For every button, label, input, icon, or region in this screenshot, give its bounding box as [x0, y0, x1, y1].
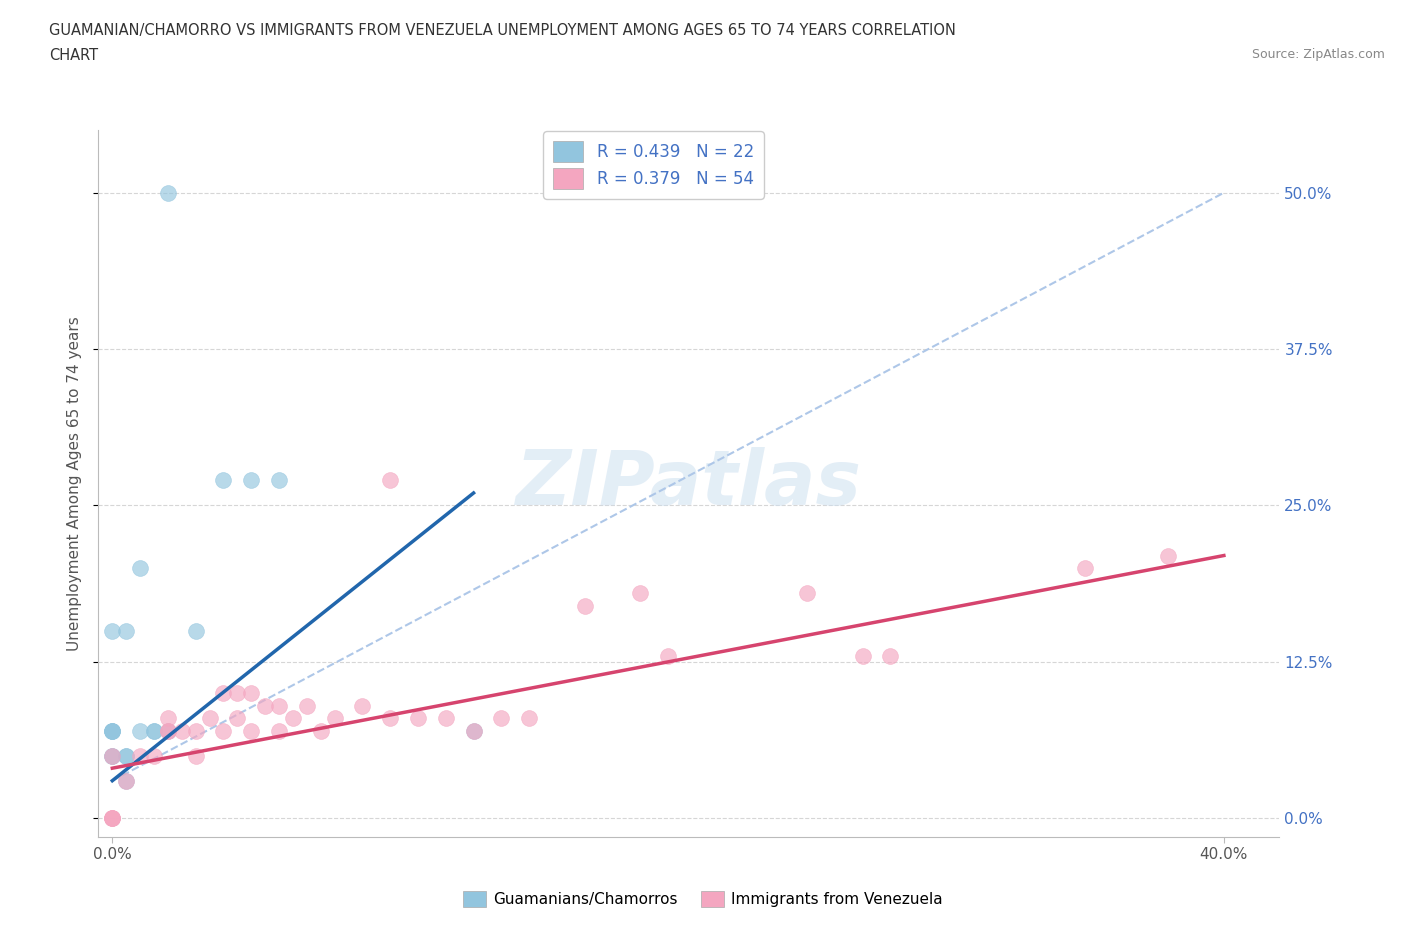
- Point: [129, 724, 152, 738]
- Point: [463, 724, 485, 738]
- Point: [101, 724, 124, 738]
- Legend: R = 0.439   N = 22, R = 0.379   N = 54: R = 0.439 N = 22, R = 0.379 N = 54: [543, 131, 763, 199]
- Point: [101, 749, 124, 764]
- Point: [143, 749, 166, 764]
- Point: [156, 711, 179, 725]
- Text: GUAMANIAN/CHAMORRO VS IMMIGRANTS FROM VENEZUELA UNEMPLOYMENT AMONG AGES 65 TO 74: GUAMANIAN/CHAMORRO VS IMMIGRANTS FROM VE…: [49, 23, 956, 38]
- Point: [212, 473, 235, 488]
- Point: [184, 724, 207, 738]
- Point: [879, 648, 901, 663]
- Point: [254, 698, 277, 713]
- Point: [143, 724, 166, 738]
- Point: [156, 185, 179, 200]
- Point: [115, 749, 138, 764]
- Y-axis label: Unemployment Among Ages 65 to 74 years: Unemployment Among Ages 65 to 74 years: [67, 316, 83, 651]
- Point: [406, 711, 429, 725]
- Point: [240, 724, 263, 738]
- Point: [156, 724, 179, 738]
- Point: [115, 749, 138, 764]
- Point: [267, 698, 290, 713]
- Point: [184, 749, 207, 764]
- Text: Source: ZipAtlas.com: Source: ZipAtlas.com: [1251, 48, 1385, 61]
- Point: [574, 598, 596, 613]
- Point: [796, 586, 818, 601]
- Legend: Guamanians/Chamorros, Immigrants from Venezuela: Guamanians/Chamorros, Immigrants from Ve…: [457, 884, 949, 913]
- Point: [115, 623, 138, 638]
- Point: [491, 711, 513, 725]
- Point: [184, 623, 207, 638]
- Point: [101, 623, 124, 638]
- Point: [226, 685, 249, 700]
- Point: [115, 773, 138, 788]
- Point: [101, 811, 124, 826]
- Point: [295, 698, 318, 713]
- Point: [267, 473, 290, 488]
- Point: [852, 648, 875, 663]
- Point: [1157, 548, 1180, 563]
- Point: [101, 724, 124, 738]
- Point: [156, 724, 179, 738]
- Point: [240, 685, 263, 700]
- Point: [129, 749, 152, 764]
- Point: [380, 473, 402, 488]
- Point: [212, 724, 235, 738]
- Point: [628, 586, 651, 601]
- Point: [101, 749, 124, 764]
- Point: [101, 724, 124, 738]
- Point: [101, 811, 124, 826]
- Point: [281, 711, 304, 725]
- Point: [156, 724, 179, 738]
- Text: ZIPatlas: ZIPatlas: [516, 446, 862, 521]
- Point: [240, 473, 263, 488]
- Point: [198, 711, 221, 725]
- Point: [101, 811, 124, 826]
- Point: [323, 711, 346, 725]
- Point: [101, 724, 124, 738]
- Point: [657, 648, 679, 663]
- Point: [517, 711, 540, 725]
- Point: [226, 711, 249, 725]
- Point: [352, 698, 374, 713]
- Point: [463, 724, 485, 738]
- Point: [101, 811, 124, 826]
- Point: [115, 773, 138, 788]
- Point: [101, 749, 124, 764]
- Point: [380, 711, 402, 725]
- Point: [309, 724, 332, 738]
- Point: [212, 685, 235, 700]
- Point: [129, 561, 152, 576]
- Point: [143, 724, 166, 738]
- Text: CHART: CHART: [49, 48, 98, 63]
- Point: [1074, 561, 1097, 576]
- Point: [434, 711, 457, 725]
- Point: [267, 724, 290, 738]
- Point: [170, 724, 193, 738]
